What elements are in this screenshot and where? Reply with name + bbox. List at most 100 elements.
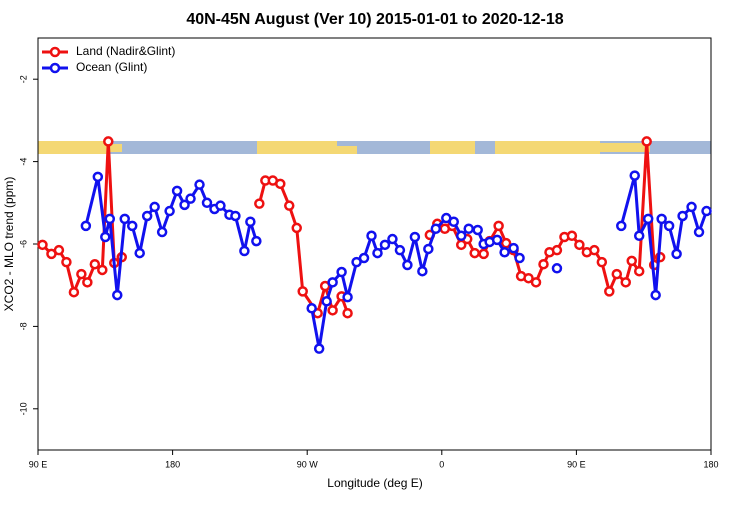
x-tick-label: 180 — [703, 459, 718, 469]
data-point — [566, 230, 578, 242]
data-point — [500, 237, 512, 249]
data-point — [663, 220, 675, 232]
data-point — [239, 245, 250, 257]
data-point — [604, 286, 615, 297]
data-point — [508, 242, 519, 254]
land-strip — [600, 143, 650, 152]
data-point — [156, 226, 168, 238]
data-point — [321, 296, 332, 307]
data-point — [76, 268, 87, 280]
data-point — [149, 201, 160, 213]
data-point — [387, 233, 398, 245]
data-point — [499, 246, 510, 258]
data-point — [313, 343, 325, 354]
data-point — [112, 289, 123, 301]
data-point — [372, 247, 383, 259]
legend-marker — [49, 62, 61, 74]
data-point — [254, 198, 265, 209]
data-point — [104, 213, 116, 225]
data-point — [402, 259, 413, 271]
data-point — [358, 252, 370, 264]
data-point — [141, 210, 153, 222]
land-strip — [495, 141, 600, 154]
y-tick-label: -2 — [18, 75, 28, 83]
y-tick-label: -8 — [18, 322, 28, 330]
data-point — [616, 220, 627, 232]
data-point — [179, 199, 190, 211]
data-point — [626, 255, 637, 267]
data-point — [89, 258, 101, 270]
data-point — [530, 277, 542, 288]
x-tick-label: 90 E — [29, 459, 48, 469]
data-point — [633, 230, 645, 242]
data-point — [336, 266, 347, 278]
data-point — [589, 244, 600, 256]
data-point — [201, 197, 213, 209]
data-point — [417, 265, 428, 277]
y-tick-label: -10 — [18, 402, 28, 415]
data-point — [629, 170, 640, 181]
legend-label: Ocean (Glint) — [76, 60, 147, 74]
land-strip — [108, 144, 122, 152]
data-point — [394, 244, 406, 256]
data-point — [493, 220, 504, 232]
data-point — [551, 263, 563, 274]
data-point — [620, 277, 632, 288]
data-point — [171, 185, 183, 197]
data-point — [342, 291, 353, 303]
x-tick-label: 90 E — [567, 459, 586, 469]
data-point — [97, 264, 108, 276]
data-point — [611, 268, 623, 280]
data-point — [472, 224, 483, 236]
land-strip — [337, 146, 357, 154]
y-axis-label: XCO2 - MLO trend (ppm) — [2, 177, 16, 312]
data-point — [215, 200, 226, 211]
data-point — [37, 239, 48, 251]
data-point — [574, 239, 585, 251]
data-point — [342, 307, 353, 319]
data-point — [693, 226, 705, 238]
data-point — [61, 256, 72, 268]
data-point — [701, 205, 712, 217]
data-point — [327, 277, 338, 288]
x-tick-label: 90 W — [297, 459, 319, 469]
x-tick-label: 0 — [439, 459, 444, 469]
data-point — [194, 179, 205, 190]
data-point — [185, 193, 196, 204]
data-point — [100, 231, 111, 243]
data-point — [351, 256, 362, 268]
data-point — [92, 171, 104, 183]
data-point — [284, 200, 295, 211]
data-point — [430, 223, 442, 235]
data-point — [251, 235, 262, 247]
data-point — [423, 243, 434, 255]
data-point — [164, 205, 175, 217]
data-point — [448, 216, 460, 228]
map-strip — [38, 141, 711, 154]
data-point — [633, 265, 645, 277]
y-tick-label: -4 — [18, 158, 28, 166]
data-point — [514, 252, 525, 264]
legend-label: Land (Nadir&Glint) — [76, 44, 175, 58]
data-point — [641, 136, 652, 147]
data-point — [327, 305, 338, 316]
data-point — [491, 234, 503, 246]
land-strip — [257, 141, 337, 154]
land-strip — [38, 141, 108, 154]
data-point — [596, 256, 608, 268]
data-point — [656, 213, 667, 225]
data-point — [245, 216, 256, 228]
data-point — [134, 247, 145, 259]
data-point — [409, 231, 421, 243]
data-point — [230, 210, 241, 222]
data-point — [523, 272, 534, 284]
data-point — [671, 248, 682, 260]
x-tick-label: 180 — [165, 459, 180, 469]
land-strip — [430, 141, 475, 154]
data-point — [642, 213, 654, 225]
data-point — [686, 201, 697, 213]
data-point — [455, 230, 467, 242]
data-point — [538, 258, 549, 270]
legend-marker — [49, 46, 61, 58]
